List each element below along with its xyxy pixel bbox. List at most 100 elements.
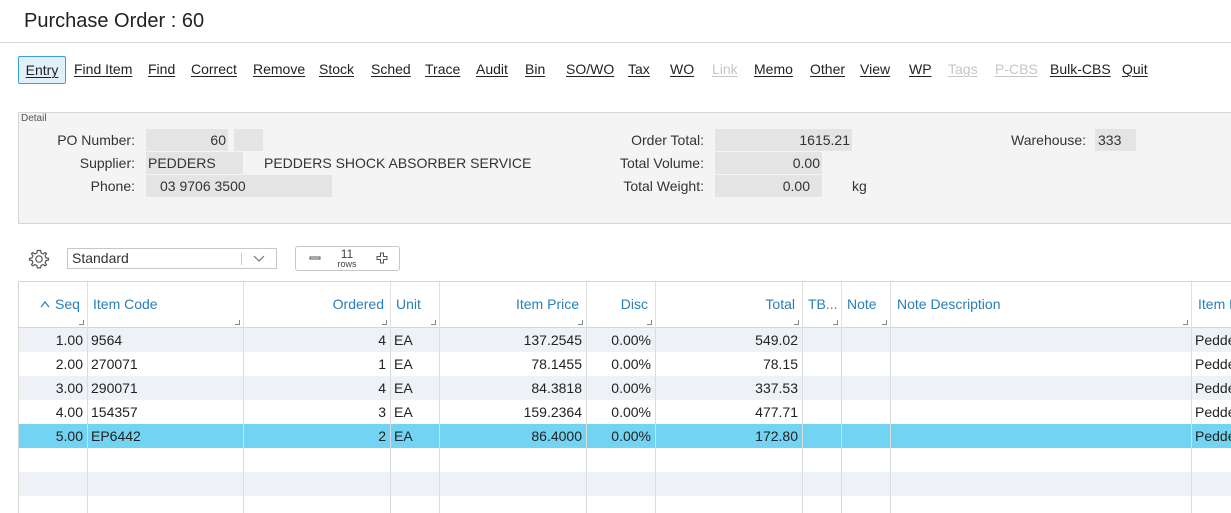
correct-button[interactable]: Correct <box>191 61 237 77</box>
weight-unit: kg <box>852 178 867 194</box>
p-cbs-button[interactable]: P-CBS <box>995 61 1038 77</box>
col-header-ordered[interactable]: Ordered <box>244 282 391 328</box>
minus-icon[interactable] <box>308 251 322 265</box>
cell-item-description: Pedders <box>1195 332 1231 348</box>
po-suffix-field[interactable] <box>234 129 263 151</box>
empty-row <box>19 496 1231 513</box>
cell-item-description: Pedders <box>1195 404 1231 420</box>
col-header-item-description[interactable]: Item D <box>1192 282 1231 328</box>
col-header-note-description[interactable]: Note Description <box>891 282 1192 328</box>
cell-item-price: 84.3818 <box>440 376 587 400</box>
cell-item-code: 270071 <box>88 352 244 376</box>
cell-note-description <box>891 448 1192 472</box>
cell-unit: EA <box>391 352 440 376</box>
cell-total <box>656 448 803 472</box>
col-header-label: TB... <box>808 296 838 312</box>
entry-button[interactable]: Entry <box>18 56 66 84</box>
other-button[interactable]: Other <box>810 61 846 77</box>
find-button[interactable]: Find <box>148 61 176 77</box>
cell-disc: 0.00% <box>587 352 656 376</box>
col-header-item-price[interactable]: Item Price <box>440 282 587 328</box>
order-total-label: Order Total: <box>631 132 704 148</box>
cell-item-price <box>440 448 587 472</box>
sched-button[interactable]: Sched <box>371 61 411 77</box>
col-header-label: Seq <box>55 296 80 312</box>
cell-disc <box>587 472 656 496</box>
total-volume-label: Total Volume: <box>619 155 704 171</box>
cell-tb <box>803 448 842 472</box>
po-number-field[interactable]: 60 <box>146 129 228 151</box>
resize-handle[interactable] <box>79 320 84 325</box>
cell-note <box>842 448 891 472</box>
resize-handle[interactable] <box>382 320 387 325</box>
resize-handle[interactable] <box>578 320 583 325</box>
cell-item-code <box>88 472 244 496</box>
view-select[interactable]: Standard <box>67 248 277 269</box>
wo-button[interactable]: WO <box>670 61 695 77</box>
bin-button[interactable]: Bin <box>525 61 546 77</box>
view-button[interactable]: View <box>860 61 891 77</box>
warehouse-field[interactable]: 333 <box>1095 129 1136 151</box>
memo-button[interactable]: Memo <box>754 61 793 77</box>
cell-note-description <box>891 376 1192 400</box>
cell-total: 477.71 <box>656 400 803 424</box>
so-wo-button[interactable]: SO/WO <box>566 61 615 77</box>
cell-unit <box>391 448 440 472</box>
plus-icon[interactable] <box>375 251 389 265</box>
tax-button[interactable]: Tax <box>628 61 650 77</box>
empty-row <box>19 472 1231 496</box>
resize-handle[interactable] <box>794 320 799 325</box>
phone-field[interactable]: 03 9706 3500 <box>146 175 332 197</box>
gear-icon[interactable] <box>28 248 50 270</box>
col-header-tb[interactable]: TB... <box>803 282 842 328</box>
resize-handle[interactable] <box>431 320 436 325</box>
col-header-note[interactable]: Note <box>842 282 891 328</box>
view-select-value: Standard <box>72 250 129 266</box>
cell-tb <box>803 424 842 448</box>
cell-item-price: 86.4000 <box>440 424 587 448</box>
col-header-label: Item Code <box>93 296 158 312</box>
cell-disc: 0.00% <box>587 328 656 352</box>
cell-note-description <box>891 352 1192 376</box>
tags-button[interactable]: Tags <box>948 61 978 77</box>
quit-button[interactable]: Quit <box>1122 61 1148 77</box>
resize-handle[interactable] <box>882 320 887 325</box>
rows-stepper: 11 rows <box>295 246 400 271</box>
cell-item-code <box>88 496 244 513</box>
sort-ascending-icon <box>40 301 50 308</box>
resize-handle[interactable] <box>1183 320 1188 325</box>
cell-unit <box>391 472 440 496</box>
audit-button[interactable]: Audit <box>476 61 508 77</box>
find-item-button[interactable]: Find Item <box>74 61 133 77</box>
remove-button[interactable]: Remove <box>253 61 306 77</box>
supplier-name: PEDDERS SHOCK ABSORBER SERVICE <box>264 155 532 171</box>
wp-button[interactable]: WP <box>909 61 932 77</box>
cell-unit: EA <box>391 424 440 448</box>
col-header-disc[interactable]: Disc <box>587 282 656 328</box>
link-button[interactable]: Link <box>712 61 738 77</box>
bulk-cbs-button[interactable]: Bulk-CBS <box>1050 61 1111 77</box>
col-header-item-code[interactable]: Item Code <box>88 282 244 328</box>
col-header-label: Unit <box>396 296 421 312</box>
trace-button[interactable]: Trace <box>425 61 461 77</box>
cell-unit: EA <box>391 328 440 352</box>
resize-handle[interactable] <box>235 320 240 325</box>
cell-item-price <box>440 472 587 496</box>
order-lines-grid: Seq Item Code Ordered Unit Item Price Di… <box>18 281 1231 513</box>
cell-item-price: 137.2545 <box>440 328 587 352</box>
stock-button[interactable]: Stock <box>319 61 355 77</box>
resize-handle[interactable] <box>833 320 838 325</box>
col-header-seq[interactable]: Seq <box>19 282 88 328</box>
col-header-unit[interactable]: Unit <box>391 282 440 328</box>
detail-caption: Detail <box>21 113 47 124</box>
col-header-total[interactable]: Total <box>656 282 803 328</box>
supplier-code-field[interactable]: PEDDERS <box>146 152 243 174</box>
resize-handle[interactable] <box>647 320 652 325</box>
cell-unit: EA <box>391 376 440 400</box>
cell-note <box>842 472 891 496</box>
